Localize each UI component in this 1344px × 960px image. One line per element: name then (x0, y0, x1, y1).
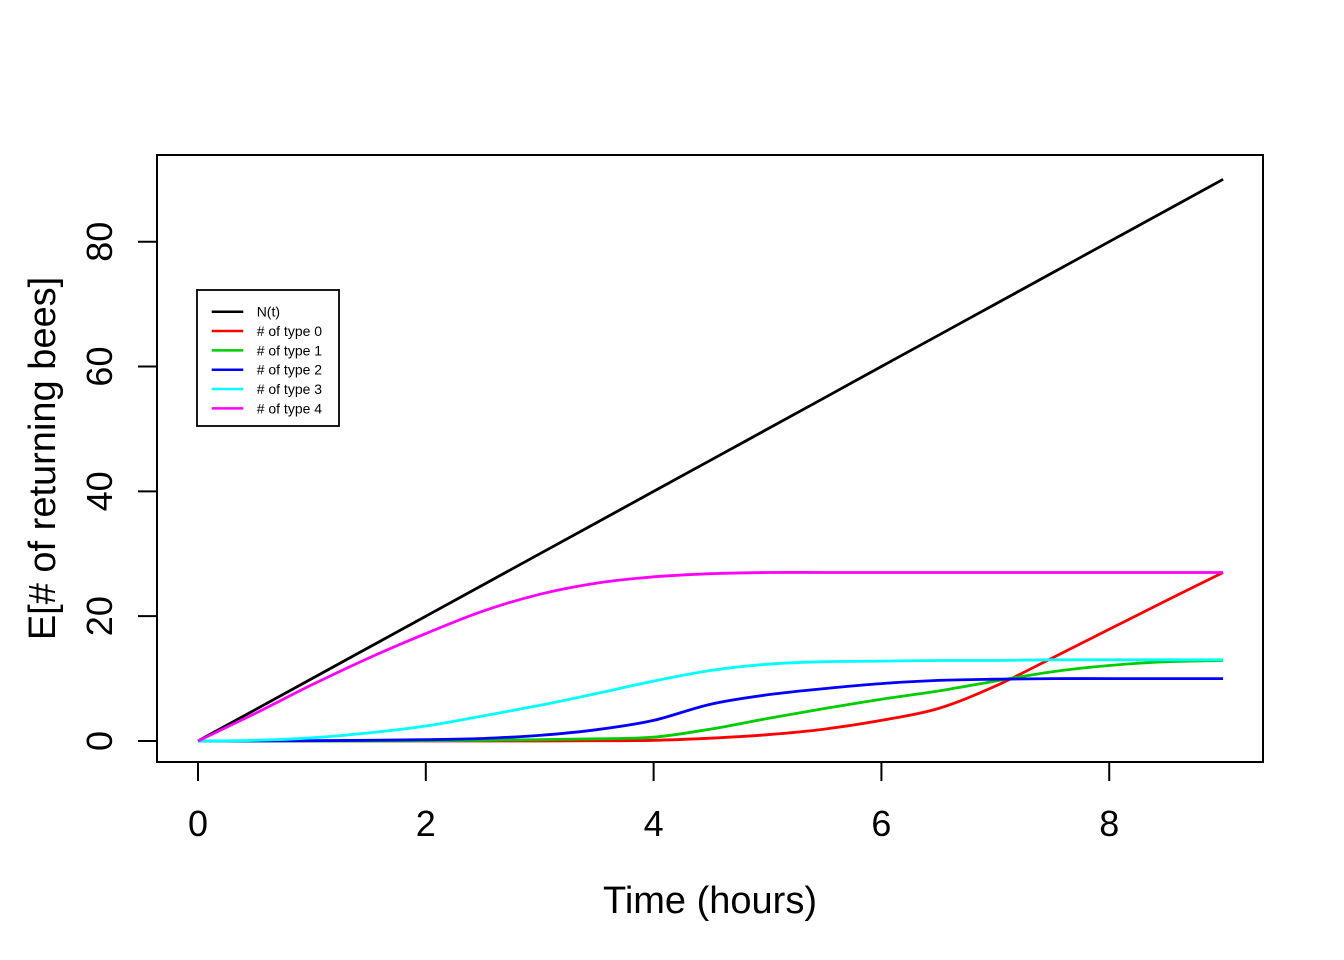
y-axis-tick-label: 40 (79, 471, 120, 511)
x-axis-tick-label: 4 (644, 803, 664, 844)
x-axis-tick-label: 6 (871, 803, 891, 844)
plot-border (156, 154, 1264, 763)
legend-label-of-type-0: # of type 0 (257, 323, 323, 339)
y-axis-tick-label: 80 (79, 222, 120, 262)
y-axis-title: E[# of returning bees] (22, 277, 64, 640)
legend-label-of-type-3: # of type 3 (257, 381, 323, 397)
y-axis-tick-label: 60 (79, 347, 120, 387)
series-line-of-type-3 (197, 658, 1224, 743)
x-axis-tick-label: 2 (416, 803, 436, 844)
legend-label-of-type-2: # of type 2 (257, 362, 323, 378)
legend-label-of-type-1: # of type 1 (257, 342, 323, 358)
legend-label-n-t: N(t) (257, 304, 280, 320)
legend: N(t) # of type 0 # of type 1 # of type 2 # o… (196, 289, 340, 427)
x-axis-title: Time (hours) (603, 880, 817, 922)
legend-label-of-type-4: # of type 4 (257, 400, 323, 416)
series-line-of-type-2 (198, 677, 1224, 743)
series-line-n-t (197, 178, 1224, 743)
x-axis-tick-label: 0 (188, 803, 208, 844)
series-line-of-type-4 (197, 571, 1224, 743)
x-axis-tick-label: 8 (1099, 803, 1119, 844)
y-axis-tick-label: 0 (79, 731, 120, 751)
y-axis-tick-label: 20 (79, 596, 120, 636)
